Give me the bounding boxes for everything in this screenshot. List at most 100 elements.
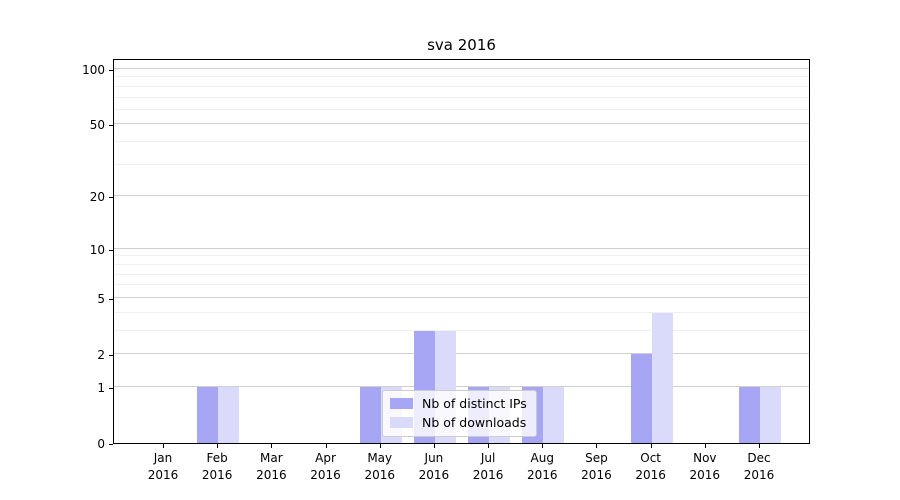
month-label: Sep — [585, 451, 608, 465]
x-tick-label-dec: Dec 2016 — [724, 450, 794, 484]
x-tick-label-jul: Jul 2016 — [453, 450, 523, 484]
y-tick-label-10: 10 — [89, 242, 105, 257]
x-tick-mark — [759, 444, 760, 448]
legend-entry-downloads: Nb of downloads — [390, 415, 527, 430]
legend: Nb of distinct IPs Nb of downloads — [382, 390, 537, 437]
y-tick-mark — [109, 125, 113, 127]
y-tick-label-2: 2 — [97, 347, 105, 362]
x-tick-label-aug: Aug 2016 — [507, 450, 577, 484]
gridline-minor-9 — [114, 255, 809, 257]
y-tick-label-0: 0 — [97, 437, 105, 451]
y-tick-mark — [109, 197, 113, 199]
month-label: Feb — [206, 451, 228, 465]
gridline-major-2 — [114, 352, 809, 354]
y-tick-label-1: 1 — [97, 380, 105, 395]
y-tick-label-100: 100 — [82, 63, 105, 77]
gridline-minor-8 — [114, 263, 809, 265]
gridline-minor-30 — [114, 163, 809, 165]
x-tick-label-sep: Sep 2016 — [561, 450, 631, 484]
x-tick-mark — [433, 444, 435, 448]
year-label: 2016 — [689, 468, 721, 482]
chart-title: sva 2016 — [427, 36, 496, 54]
bar-distinct-ips-may — [359, 386, 381, 443]
x-tick-mark — [650, 444, 652, 448]
x-tick-label-nov: Nov 2016 — [670, 450, 740, 484]
gridline-major-20 — [114, 195, 809, 197]
legend-label: Nb of downloads — [422, 415, 527, 430]
gridline-minor-7 — [114, 273, 809, 275]
year-label: 2016 — [364, 468, 395, 482]
gridline-minor-60 — [114, 108, 809, 110]
year-label: 2016 — [635, 468, 666, 482]
month-label: Jun — [424, 451, 444, 465]
gridline-major-50 — [114, 123, 809, 125]
x-tick-mark — [217, 444, 219, 448]
x-tick-mark — [379, 444, 381, 448]
gridline-minor-90 — [114, 76, 809, 78]
gridline-minor-40 — [114, 141, 809, 143]
year-label: 2016 — [743, 468, 775, 482]
y-tick-mark — [109, 249, 113, 251]
legend-swatch-downloads — [390, 417, 413, 428]
year-label: 2016 — [201, 468, 233, 482]
x-tick-label-jun: Jun 2016 — [399, 450, 469, 484]
bar-downloads-dec — [760, 386, 781, 443]
gridline-minor-4 — [114, 311, 809, 313]
year-label: 2016 — [147, 468, 179, 482]
gridline-minor-80 — [114, 85, 809, 87]
plot-area: Nb of distinct IPs Nb of downloads — [113, 59, 810, 444]
month-label: Mar — [260, 451, 283, 465]
x-tick-label-apr: Apr 2016 — [291, 450, 361, 484]
gridline-major-5 — [114, 296, 809, 298]
month-label: Jul — [480, 451, 496, 465]
y-tick-label-5: 5 — [97, 291, 105, 306]
gridline-minor-70 — [114, 96, 809, 98]
bar-distinct-ips-dec — [739, 386, 760, 443]
x-tick-mark — [596, 444, 598, 448]
month-label: Nov — [693, 451, 717, 465]
y-tick-label-50: 50 — [89, 118, 105, 133]
x-tick-label-oct: Oct 2016 — [616, 450, 686, 484]
y-tick-mark — [109, 444, 113, 445]
gridline-minor-3 — [114, 329, 809, 331]
year-label: 2016 — [310, 468, 341, 482]
x-tick-mark — [325, 444, 327, 448]
month-label: Oct — [640, 451, 661, 465]
legend-label: Nb of distinct IPs — [422, 396, 527, 411]
bar-downloads-oct — [651, 312, 673, 443]
x-tick-mark — [542, 444, 544, 448]
year-label: 2016 — [418, 468, 450, 482]
bar-distinct-ips-feb — [197, 386, 219, 443]
x-tick-mark — [488, 444, 490, 448]
year-label: 2016 — [256, 468, 287, 482]
year-label: 2016 — [581, 468, 612, 482]
y-tick-mark — [109, 298, 113, 300]
y-tick-mark — [109, 387, 113, 389]
gridline-minor-6 — [114, 284, 809, 286]
x-tick-mark — [163, 444, 164, 448]
x-tick-label-may: May 2016 — [345, 450, 415, 484]
legend-entry-distinct-ips: Nb of distinct IPs — [390, 396, 527, 411]
month-label: Jan — [153, 451, 173, 465]
y-tick-mark — [109, 354, 113, 356]
y-tick-mark — [109, 70, 113, 71]
bar-downloads-feb — [218, 386, 240, 443]
month-label: Dec — [747, 451, 771, 465]
gridline-major-10 — [114, 247, 809, 249]
month-label: Apr — [315, 451, 336, 465]
x-tick-mark — [271, 444, 273, 448]
gridline-major-1 — [114, 385, 809, 387]
x-tick-mark — [704, 444, 706, 448]
legend-swatch-distinct-ips — [390, 398, 413, 409]
gridline-major-100 — [114, 68, 809, 70]
x-tick-label-jan: Jan 2016 — [128, 450, 198, 484]
x-tick-label-feb: Feb 2016 — [182, 450, 252, 484]
year-label: 2016 — [472, 468, 504, 482]
month-label: Aug — [530, 451, 554, 465]
bar-downloads-aug — [543, 386, 565, 443]
bar-distinct-ips-oct — [630, 354, 652, 443]
y-tick-label-20: 20 — [89, 190, 105, 205]
x-tick-label-mar: Mar 2016 — [236, 450, 306, 484]
year-label: 2016 — [526, 468, 558, 482]
